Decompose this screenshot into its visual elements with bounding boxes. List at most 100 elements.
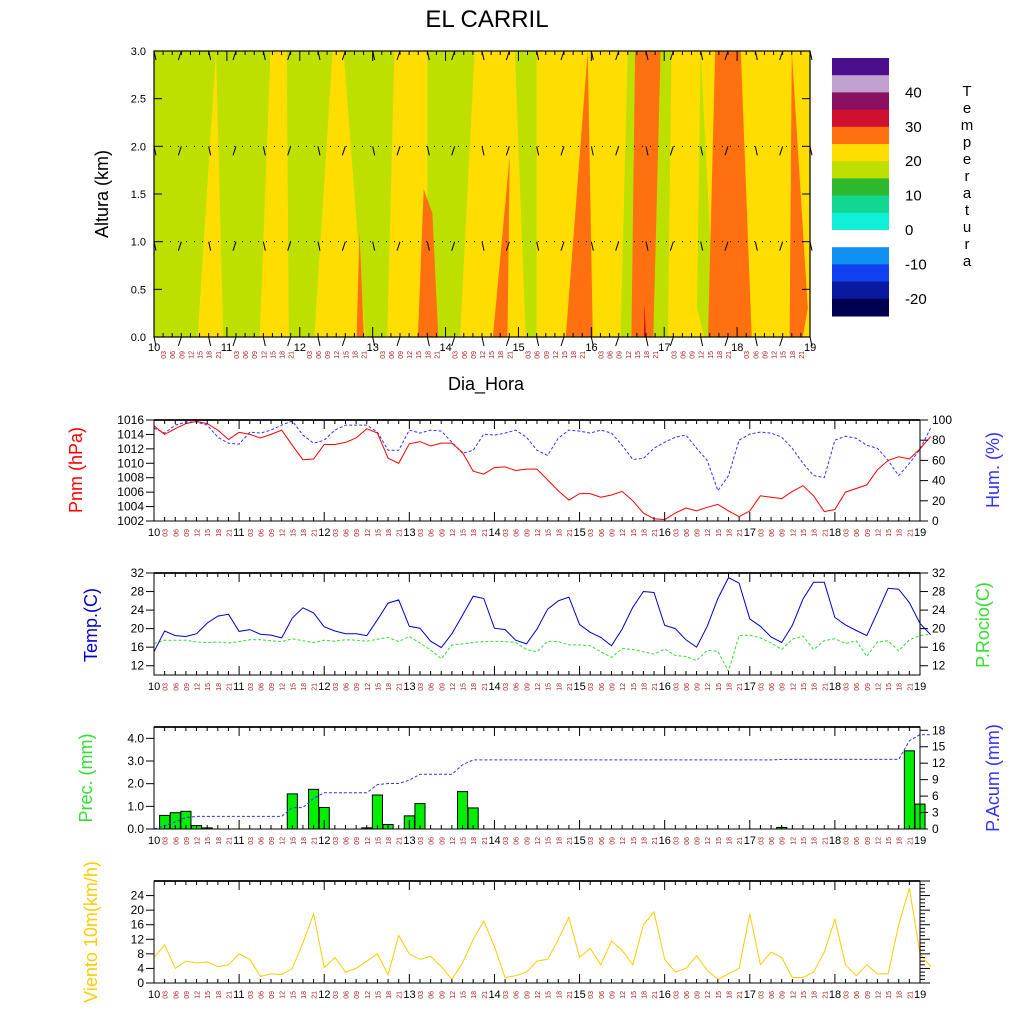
temperature-panel-day-label: 14 [488,681,500,693]
temperature-panel-day-label: 12 [318,681,330,693]
precipitation-panel-hour-label: 15 [546,837,553,845]
pressure-panel-hour-label: 15 [205,529,212,537]
precipitation-panel-hour-label: 09 [524,837,531,845]
precipitation-panel-hour-label: 21 [822,837,829,845]
precipitation-panel-hour-label: 09 [609,837,616,845]
wind-barb [536,146,540,156]
pressure-panel-hour-label: 15 [886,529,893,537]
precipitation-bar [456,791,469,830]
wind-panel-hour-label: 15 [461,991,468,999]
precipitation-panel-hour-label: 06 [599,837,606,845]
temperature-panel-hour-label: 21 [397,683,404,691]
pressure-panel-hour-label: 06 [599,529,606,537]
temperature-panel-hour-label: 12 [450,683,457,691]
precipitation-panel-hour-label: 15 [375,837,382,845]
pressure-panel-hour-label: 06 [514,529,521,537]
wind-panel-hour-label: 06 [599,991,606,999]
temperature-zone [460,51,526,337]
temperature-panel-hour-label: 09 [269,683,276,691]
section-hour-label: 03 [744,351,751,359]
section-hour-label: 18 [498,351,505,359]
wind-y-tick-label: 20 [131,903,145,917]
wind-barb [262,336,266,347]
section-hour-label: 03 [671,351,678,359]
temperature-panel-hour-label: 06 [854,683,861,691]
precipitation-y-tick-label: 1.0 [127,799,144,813]
precipitation-panel-hour-label: 15 [801,837,808,845]
precipitation-panel-hour-label: 06 [429,837,436,845]
wind-panel-hour-label: 12 [535,991,542,999]
colorbar-tick-label: 40 [905,84,922,101]
dewpoint-y2-tick-label: 16 [932,640,946,654]
temperature-panel-hour-label: 21 [822,683,829,691]
colorbar-swatch [832,178,889,197]
dewpoint-y2-tick-label: 24 [932,603,946,617]
section-hour-label: 15 [198,351,205,359]
section-y-tick-label: 1.0 [131,237,146,249]
wind-panel-day-label: 15 [574,989,586,1001]
section-day-label: 13 [367,342,379,354]
wind-panel-hour-label: 06 [429,991,436,999]
section-y-tick-label: 3.0 [131,46,146,58]
temperature-y-tick-label: 16 [131,640,145,654]
colorbar-swatch [832,58,889,76]
precipitation-panel-hour-label: 15 [716,837,723,845]
wind-barb [700,146,704,156]
colorbar-swatch [832,92,889,111]
colorbar-tick-label: 0 [905,222,913,239]
temperature-y-tick-label: 24 [131,603,145,617]
pressure-panel-hour-label: 12 [195,529,202,537]
accumulated-y2-tick-label: 9 [932,773,939,787]
colorbar-tick-label: -10 [905,256,927,273]
pressure-y-tick-label: 1006 [117,485,144,499]
wind-panel-hour-label: 15 [716,991,723,999]
section-hour-label: 12 [407,351,414,359]
temperature-panel-hour-label: 18 [727,683,734,691]
precipitation-panel-hour-label: 15 [205,837,212,845]
wind-barb [779,146,784,156]
temperature-dewpoint-panel: 10 03 06 09 12 15 18 21 11 03 06 09 12 15 18 21 12 03 06 09… [81,566,993,693]
temperature-panel-hour-label: 12 [875,683,882,691]
section-day-label: 10 [148,342,160,354]
precipitation-panel-hour-label: 09 [354,837,361,845]
wind-barb [615,336,620,347]
pressure-panel-day-label: 19 [914,527,926,539]
precipitation-panel-hour-label: 21 [737,837,744,845]
precipitation-panel-hour-label: 18 [301,837,308,845]
temperature-panel-hour-label: 09 [609,683,616,691]
temperature-panel-day-label: 16 [659,681,671,693]
section-hour-label: 15 [635,351,642,359]
wind-barb [754,146,758,156]
wind-barb [481,146,485,156]
section-hour-label: 21 [507,351,514,359]
wind-barb [645,336,649,347]
wind-panel-hour-label: 03 [588,991,595,999]
pressure-panel-hour-label: 09 [269,529,276,537]
humidity-y2-tick-label: 100 [932,413,952,427]
pressure-panel-hour-label: 03 [673,529,680,537]
pressure-panel-hour-label: 12 [365,529,372,537]
humidity-y2-tick-label: 80 [932,433,946,447]
wind-barb [451,336,456,347]
pressure-panel-hour-label: 15 [631,529,638,537]
wind-barb [809,336,813,347]
section-hour-label: 18 [644,351,651,359]
pressure-panel-hour-label: 06 [429,529,436,537]
pressure-panel-hour-label: 09 [439,529,446,537]
pressure-panel-day-label: 17 [744,527,756,539]
wind-panel-hour-label: 21 [312,991,319,999]
temperature-panel-hour-label: 09 [439,683,446,691]
pressure-panel-hour-label: 09 [524,529,531,537]
temperature-panel-hour-label: 21 [482,683,489,691]
section-hour-label: 18 [571,351,578,359]
section-hour-label: 21 [362,351,369,359]
wind-barb [177,146,182,156]
temperature-panel-hour-label: 21 [226,683,233,691]
wind-barb [317,241,321,251]
precipitation-panel-frame [153,726,921,830]
section-day-label: 12 [294,342,306,354]
pressure-panel-hour-label: 06 [769,529,776,537]
precipitation-panel-day-label: 11 [233,835,244,847]
wind-barb [536,336,540,347]
precipitation-panel-hour-label: 09 [695,837,702,845]
